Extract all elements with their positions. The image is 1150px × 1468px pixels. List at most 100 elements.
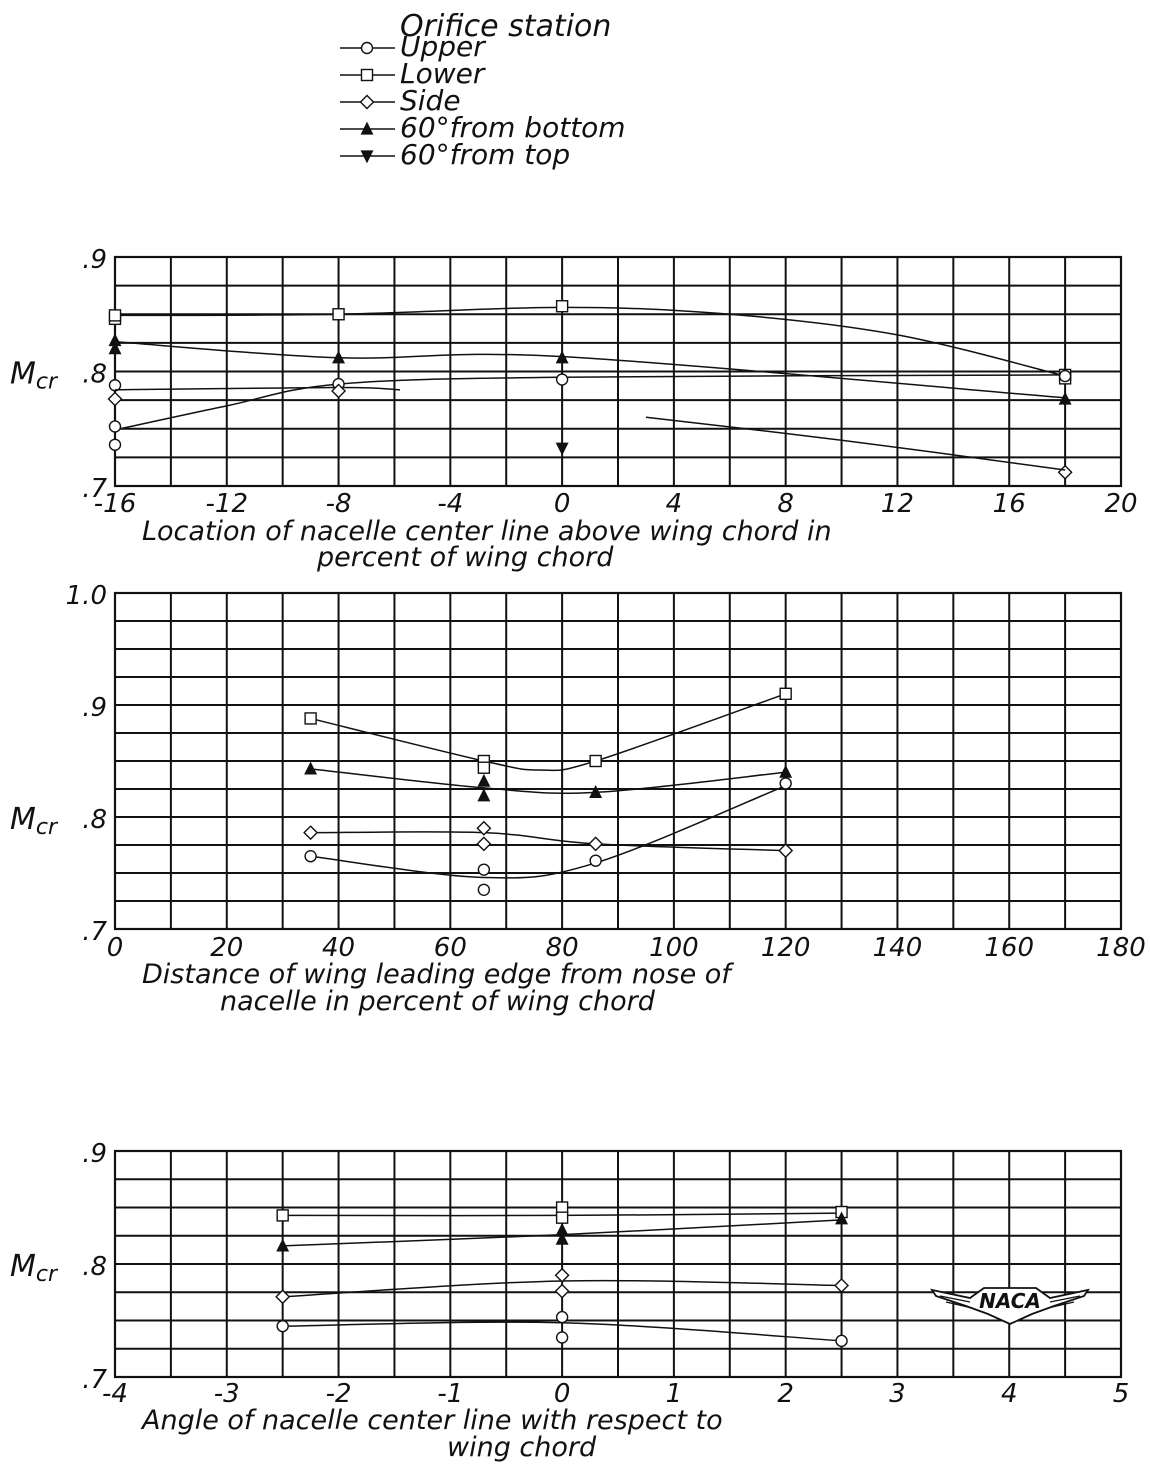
- legend-marker-square: [360, 68, 374, 82]
- legend-marker-circle: [360, 41, 374, 55]
- y-axis-label: Mcr: [10, 802, 59, 840]
- data-point-triangle-up: [108, 333, 122, 347]
- data-point-triangle-up: [555, 350, 569, 364]
- data-point-diamond: [107, 391, 123, 407]
- x-tick-label: 140: [873, 933, 923, 963]
- data-point-diamond: [554, 1267, 570, 1283]
- series-triangle-up: [276, 1211, 849, 1252]
- plot-frame: [113, 1149, 1123, 1379]
- x-tick-label: 20: [210, 933, 243, 963]
- series-line-square: [310, 693, 786, 772]
- y-tick-label: .9: [82, 245, 107, 275]
- x-tick-label: -12: [206, 489, 248, 519]
- series-square: [304, 687, 792, 774]
- x-tick-label: 4: [666, 489, 683, 519]
- x-tick-label: 0: [554, 1379, 571, 1409]
- data-point-triangle-up: [332, 350, 346, 364]
- y-tick-label: .8: [82, 1252, 107, 1282]
- x-tick-label: 5: [1113, 1379, 1130, 1409]
- data-point-circle: [1058, 369, 1072, 383]
- data-point-square: [276, 1209, 289, 1222]
- legend-label-triangle-up: 60°from bottom: [400, 111, 626, 144]
- data-point-circle: [477, 863, 491, 876]
- y-axis-label: Mcr: [10, 357, 59, 395]
- y-tick-label: .7: [82, 474, 107, 504]
- series-diamond: [645, 416, 1066, 471]
- x-tick-label: 3: [889, 1379, 906, 1409]
- data-point-circle: [108, 379, 122, 392]
- series-circle: [304, 777, 792, 896]
- data-point-triangle-up: [276, 1238, 290, 1252]
- x-tick-label: 60: [434, 933, 467, 963]
- legend-label-diamond: Side: [400, 84, 461, 117]
- x-tick-label: -16: [94, 489, 136, 519]
- x-tick-label: 12: [881, 489, 914, 519]
- data-point-diamond: [303, 825, 319, 841]
- series-line-circle: [310, 784, 786, 879]
- data-point-triangle-up: [835, 1211, 849, 1225]
- grid: [115, 257, 1121, 486]
- x-tick-label: 80: [546, 933, 579, 963]
- y-tick-label: .7: [82, 917, 107, 947]
- data-point-square: [555, 1211, 569, 1224]
- x-tick-label: 2: [777, 1379, 794, 1409]
- data-point-triangle-up: [779, 764, 793, 778]
- data-point-circle: [108, 420, 122, 433]
- data-point-square: [304, 712, 317, 725]
- data-point-diamond: [331, 383, 347, 399]
- x-tick-label: 16: [993, 489, 1026, 519]
- data-point-square: [555, 300, 569, 313]
- data-point-triangle-up: [555, 1231, 569, 1245]
- series-line-diamond: [114, 386, 401, 391]
- x-axis-label-line-1: Angle of nacelle center line with respec…: [140, 1405, 723, 1436]
- data-point-diamond: [834, 1277, 850, 1293]
- legend-label-triangle-down: 60°from top: [400, 138, 570, 171]
- plot-frame: [113, 591, 1123, 931]
- series-circle: [276, 1310, 848, 1348]
- data-point-circle: [555, 1331, 569, 1344]
- data-point-circle: [304, 850, 317, 863]
- plot-frame: [113, 255, 1123, 488]
- data-point-circle: [108, 438, 122, 451]
- x-axis-label-line-1: Location of nacelle center line above wi…: [142, 516, 832, 547]
- series-diamond: [107, 383, 1073, 480]
- x-axis-label-line-2: percent of wing chord: [316, 542, 614, 573]
- data-point-triangle-up: [304, 761, 318, 775]
- x-tick-label: 100: [649, 933, 699, 963]
- x-tick-label: 180: [1096, 933, 1146, 963]
- legend-marker-triangle-down: [360, 150, 374, 164]
- naca-logo: NACA: [930, 1287, 1090, 1325]
- y-tick-label: .7: [82, 1365, 107, 1395]
- x-tick-label: 8: [777, 489, 794, 519]
- x-tick-label: -8: [326, 489, 352, 519]
- data-point-diamond: [554, 1283, 570, 1299]
- data-point-diamond: [778, 843, 794, 859]
- series-line-circle: [114, 374, 1066, 431]
- x-tick-label: -4: [102, 1379, 128, 1409]
- legend-label-square: Lower: [400, 57, 486, 90]
- data-point-circle: [555, 1310, 569, 1324]
- series-triangle-up: [108, 333, 1072, 405]
- x-tick-label: 0: [554, 489, 571, 519]
- x-tick-label: 0: [107, 933, 124, 963]
- data-point-square: [779, 687, 792, 700]
- data-point-triangle-up: [477, 788, 491, 802]
- data-point-circle: [835, 1334, 848, 1348]
- x-axis-label-line-2: nacelle in percent of wing chord: [220, 986, 656, 1017]
- y-tick-label: .8: [82, 805, 107, 835]
- logo-text: NACA: [979, 1289, 1041, 1313]
- x-tick-label: -1: [437, 1379, 463, 1409]
- data-point-circle: [589, 854, 602, 867]
- data-point-diamond: [275, 1289, 291, 1305]
- series-circle: [108, 369, 1072, 451]
- data-point-diamond: [588, 836, 604, 852]
- data-point-triangle-up: [1058, 391, 1072, 405]
- data-point-circle: [477, 883, 491, 896]
- series-line-diamond: [310, 831, 786, 852]
- data-point-triangle-up: [589, 785, 603, 798]
- series-diamond: [303, 820, 794, 859]
- legend-marker-diamond: [359, 94, 375, 110]
- chart-panel-distance: .7 .8 .9 1.0 0 20 40 60 80 100 120 140 160 180 Mcr Dist…: [10, 581, 1146, 1017]
